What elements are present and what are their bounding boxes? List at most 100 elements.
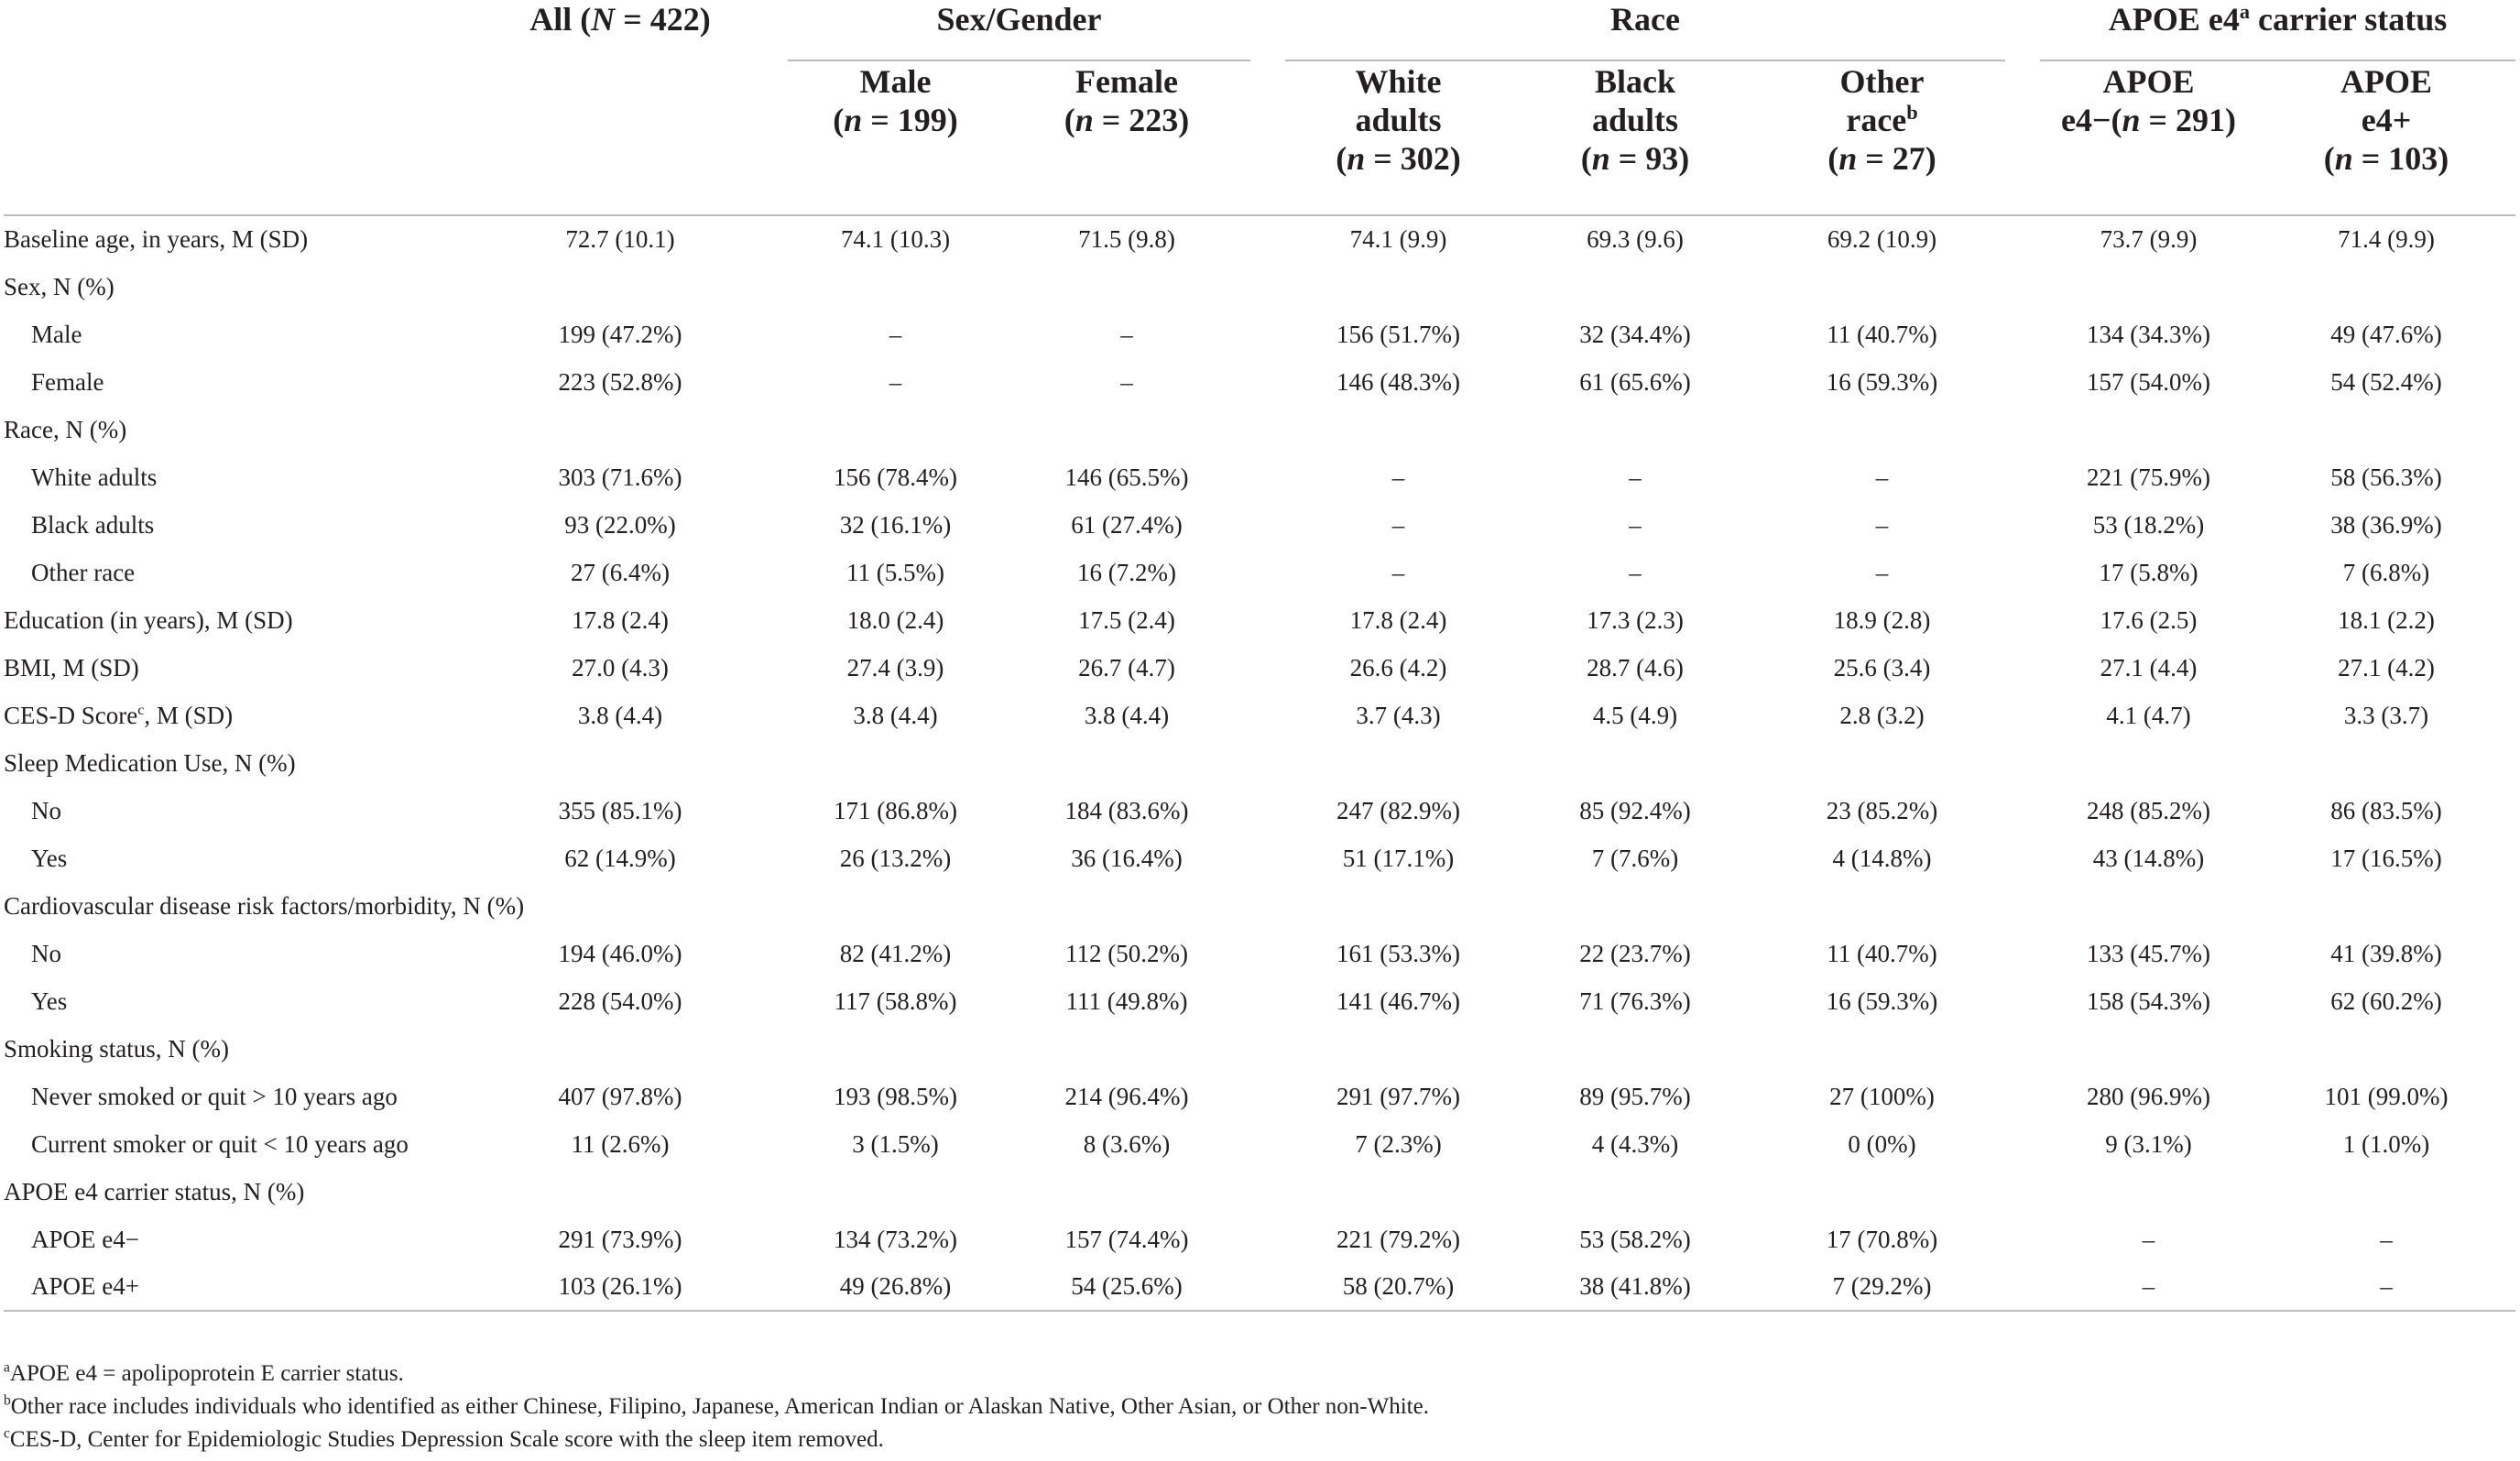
table-row: Yes 228 (54.0%) 117 (58.8%) 111 (49.8%) 141 … <box>4 977 2515 1025</box>
table-row: Female 223 (52.8%) – – 146 (48.3%) 61 (65.6%)… <box>4 358 2515 406</box>
table-cell: 38 (36.9%) <box>2330 510 2442 539</box>
subheader-white-adults: White adults (n = 302) <box>1336 63 1461 177</box>
table-cell: 0 (0%) <box>1848 1129 1916 1158</box>
table-cell <box>487 406 753 453</box>
table-cell <box>487 1168 753 1216</box>
table-cell <box>2257 263 2515 311</box>
row-label: Sleep Medication Use, N (%) <box>4 748 296 777</box>
table-cell <box>487 1025 753 1073</box>
table-cell: – <box>1120 367 1133 396</box>
table-row: White adults 303 (71.6%) 156 (78.4%) 146 (6… <box>4 453 2515 501</box>
table-cell: – <box>1120 320 1133 348</box>
table-cell: – <box>1875 558 1889 586</box>
table-cell: 17.8 (2.4) <box>572 605 669 634</box>
table-cell <box>1003 739 1250 787</box>
table-cell: 53 (58.2%) <box>1579 1225 1691 1253</box>
row-label: Black adults <box>31 510 155 539</box>
table-cell: 69.3 (9.6) <box>1587 225 1684 253</box>
table-cell: 26.7 (4.7) <box>1078 653 1175 681</box>
table-cell <box>788 406 1003 453</box>
table-cell: 86 (83.5%) <box>2330 796 2442 824</box>
table-cell: 223 (52.8%) <box>558 367 682 396</box>
table-row: No 194 (46.0%) 82 (41.2%) 112 (50.2%) 161 (5… <box>4 930 2515 977</box>
table-cell: – <box>2380 1225 2393 1253</box>
subheader-black-adults: Black adults (n = 93) <box>1580 63 1690 177</box>
table-cell: 74.1 (9.9) <box>1349 225 1447 253</box>
table-cell: 193 (98.5%) <box>834 1082 957 1110</box>
table-row: Never smoked or quit > 10 years ago 407 (… <box>4 1073 2515 1120</box>
table-cell: 171 (86.8%) <box>834 796 957 824</box>
table-cell <box>1003 882 1250 930</box>
table-cell: 17.5 (2.4) <box>1078 605 1175 634</box>
table-cell <box>1759 1168 2005 1216</box>
table-row: Other race 27 (6.4%) 11 (5.5%) 16 (7.2%) – – –… <box>4 549 2515 596</box>
table-cell: 103 (26.1%) <box>558 1272 682 1300</box>
table-cell <box>1511 1025 1759 1073</box>
table-cell: 111 (49.8%) <box>1065 987 1188 1015</box>
subheader-apoe-negative: APOE e4−(n = 291) <box>2061 63 2237 138</box>
table-row: APOE e4 carrier status, N (%) <box>4 1168 2515 1216</box>
table-cell: – <box>1629 558 1642 586</box>
table-cell: 54 (25.6%) <box>1071 1272 1183 1300</box>
row-label: Female <box>31 367 104 396</box>
header-row-subgroups: Male (n = 199) Female (n = 223) White adult… <box>4 62 2516 215</box>
table-row: CES-D Scorec, M (SD) 3.8 (4.4) 3.8 (4.4) 3.… <box>4 692 2515 739</box>
row-label: Race, N (%) <box>4 415 127 443</box>
table-cell: 184 (83.6%) <box>1064 796 1189 824</box>
table-cell: 4.5 (4.9) <box>1592 701 1678 729</box>
table-cell: – <box>2380 1272 2393 1300</box>
table-cell <box>1759 882 2005 930</box>
table-cell: – <box>889 367 902 396</box>
table-cell <box>2257 1025 2515 1073</box>
row-label: Male <box>31 320 82 348</box>
table-cell: 27.1 (4.2) <box>2338 653 2435 681</box>
table-cell: 355 (85.1%) <box>558 796 682 824</box>
table-cell: 53 (18.2%) <box>2092 510 2205 539</box>
table-cell <box>1759 263 2005 311</box>
table-cell: 247 (82.9%) <box>1336 796 1460 824</box>
table-cell: 3.7 (4.3) <box>1356 701 1441 729</box>
table-cell: 4.1 (4.7) <box>2106 701 2191 729</box>
footnote-b: bOther race includes individuals who ide… <box>4 1392 1429 1419</box>
row-label: CES-D Scorec, M (SD) <box>4 701 234 729</box>
table-row: APOE e4+ 103 (26.1%) 49 (26.8%) 54 (25.6%) 5… <box>4 1263 2516 1311</box>
subheader-female: Female (n = 223) <box>1064 63 1190 138</box>
table-cell: 17.3 (2.3) <box>1587 605 1684 634</box>
table-cell: 16 (59.3%) <box>1826 987 1938 1015</box>
table-cell: 280 (96.9%) <box>2087 1082 2211 1110</box>
table-row: No 355 (85.1%) 171 (86.8%) 184 (83.6%) 247 (… <box>4 787 2515 834</box>
footnotes: aAPOE e4 = apolipoprotein E carrier stat… <box>4 1357 1429 1456</box>
table-cell: 214 (96.4%) <box>1064 1082 1189 1110</box>
table-cell: 157 (54.0%) <box>2087 367 2211 396</box>
table-cell: 89 (95.7%) <box>1579 1082 1691 1110</box>
table-cell <box>1285 263 1511 311</box>
table-cell: 17.8 (2.4) <box>1349 605 1447 634</box>
table-cell: 27.0 (4.3) <box>572 653 669 681</box>
table-cell: – <box>1875 510 1889 539</box>
header-separator-row <box>4 40 2516 62</box>
table-cell: 117 (58.8%) <box>834 987 957 1015</box>
table-cell: 7 (2.3%) <box>1355 1129 1442 1158</box>
table-cell: 27.1 (4.4) <box>2100 653 2198 681</box>
table-cell: 7 (29.2%) <box>1832 1272 1932 1300</box>
table-cell: 146 (48.3%) <box>1336 367 1460 396</box>
table-cell: 54 (52.4%) <box>2330 367 2442 396</box>
table-cell: 101 (99.0%) <box>2324 1082 2449 1110</box>
table-row: Education (in years), M (SD) 17.8 (2.4) 18… <box>4 596 2515 644</box>
table-cell: 26 (13.2%) <box>839 844 952 872</box>
table-cell: 69.2 (10.9) <box>1827 225 1937 253</box>
table-cell: 133 (45.7%) <box>2087 939 2211 967</box>
table-row: Baseline age, in years, M (SD) 72.7 (10.1… <box>4 215 2515 263</box>
table-cell: 112 (50.2%) <box>1065 939 1188 967</box>
table-cell: 141 (46.7%) <box>1336 987 1460 1015</box>
table-cell: 17.6 (2.5) <box>2100 605 2198 634</box>
table-cell: 156 (51.7%) <box>1336 320 1460 348</box>
table-cell: 61 (65.6%) <box>1579 367 1691 396</box>
table-cell: 32 (34.4%) <box>1579 320 1691 348</box>
table-cell: 134 (73.2%) <box>834 1225 957 1253</box>
table-cell: 27 (100%) <box>1829 1082 1935 1110</box>
table-cell: – <box>1629 463 1642 491</box>
table-cell: – <box>1629 510 1642 539</box>
row-label: Never smoked or quit > 10 years ago <box>31 1082 398 1110</box>
table-cell <box>788 739 1003 787</box>
